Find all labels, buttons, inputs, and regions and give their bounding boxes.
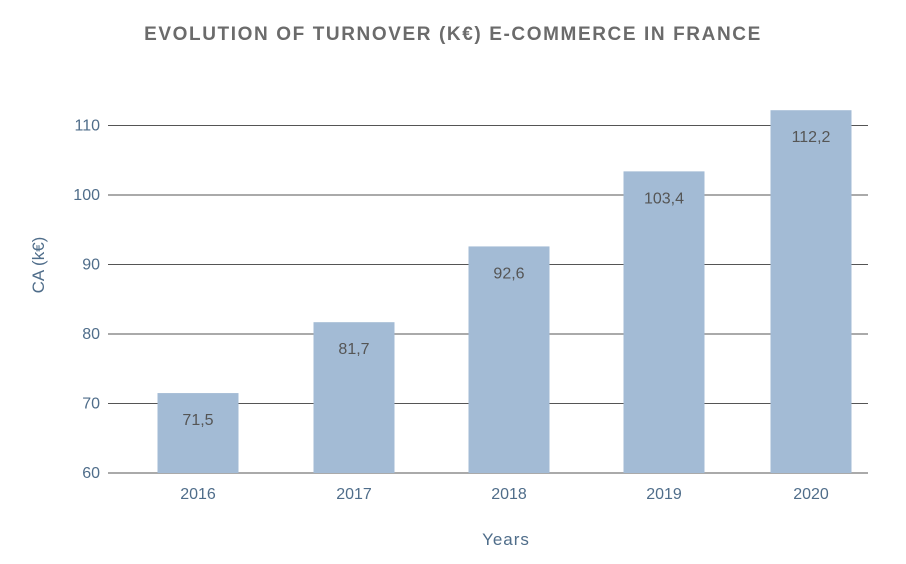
bar-value-label: 103,4 — [644, 190, 684, 207]
bar-2019 — [623, 171, 705, 473]
x-tick-label: 2017 — [336, 486, 372, 503]
y-tick-label: 100 — [73, 187, 100, 204]
bar-value-label: 81,7 — [338, 341, 369, 358]
bar-2016 — [157, 393, 239, 473]
x-tick-label: 2019 — [646, 486, 682, 503]
chart-title: EVOLUTION OF TURNOVER (K€) E-COMMERCE IN… — [144, 24, 762, 45]
bars: 71,5 81,7 92,6 103,4 112,2 — [157, 110, 852, 474]
y-axis-title: CA (k€) — [29, 237, 48, 294]
x-tick-label: 2018 — [491, 486, 527, 503]
x-axis-ticks: 2016 2017 2018 2019 2020 — [180, 486, 829, 503]
x-axis-title: Years — [482, 530, 530, 549]
x-tick-label: 2016 — [180, 486, 216, 503]
y-tick-label: 90 — [82, 257, 100, 274]
y-axis-ticks: 60 70 80 90 100 110 — [73, 118, 100, 483]
bar-value-label: 92,6 — [493, 265, 524, 282]
bar-2017 — [313, 322, 395, 473]
bar-2018 — [468, 246, 550, 473]
y-tick-label: 70 — [82, 396, 100, 413]
y-tick-label: 110 — [74, 118, 100, 135]
bar-value-label: 112,2 — [792, 129, 831, 146]
y-tick-label: 60 — [82, 465, 100, 482]
y-tick-label: 80 — [82, 326, 100, 343]
bar-value-label: 71,5 — [182, 412, 213, 429]
x-tick-label: 2020 — [793, 486, 829, 503]
bar-2020 — [770, 110, 852, 474]
